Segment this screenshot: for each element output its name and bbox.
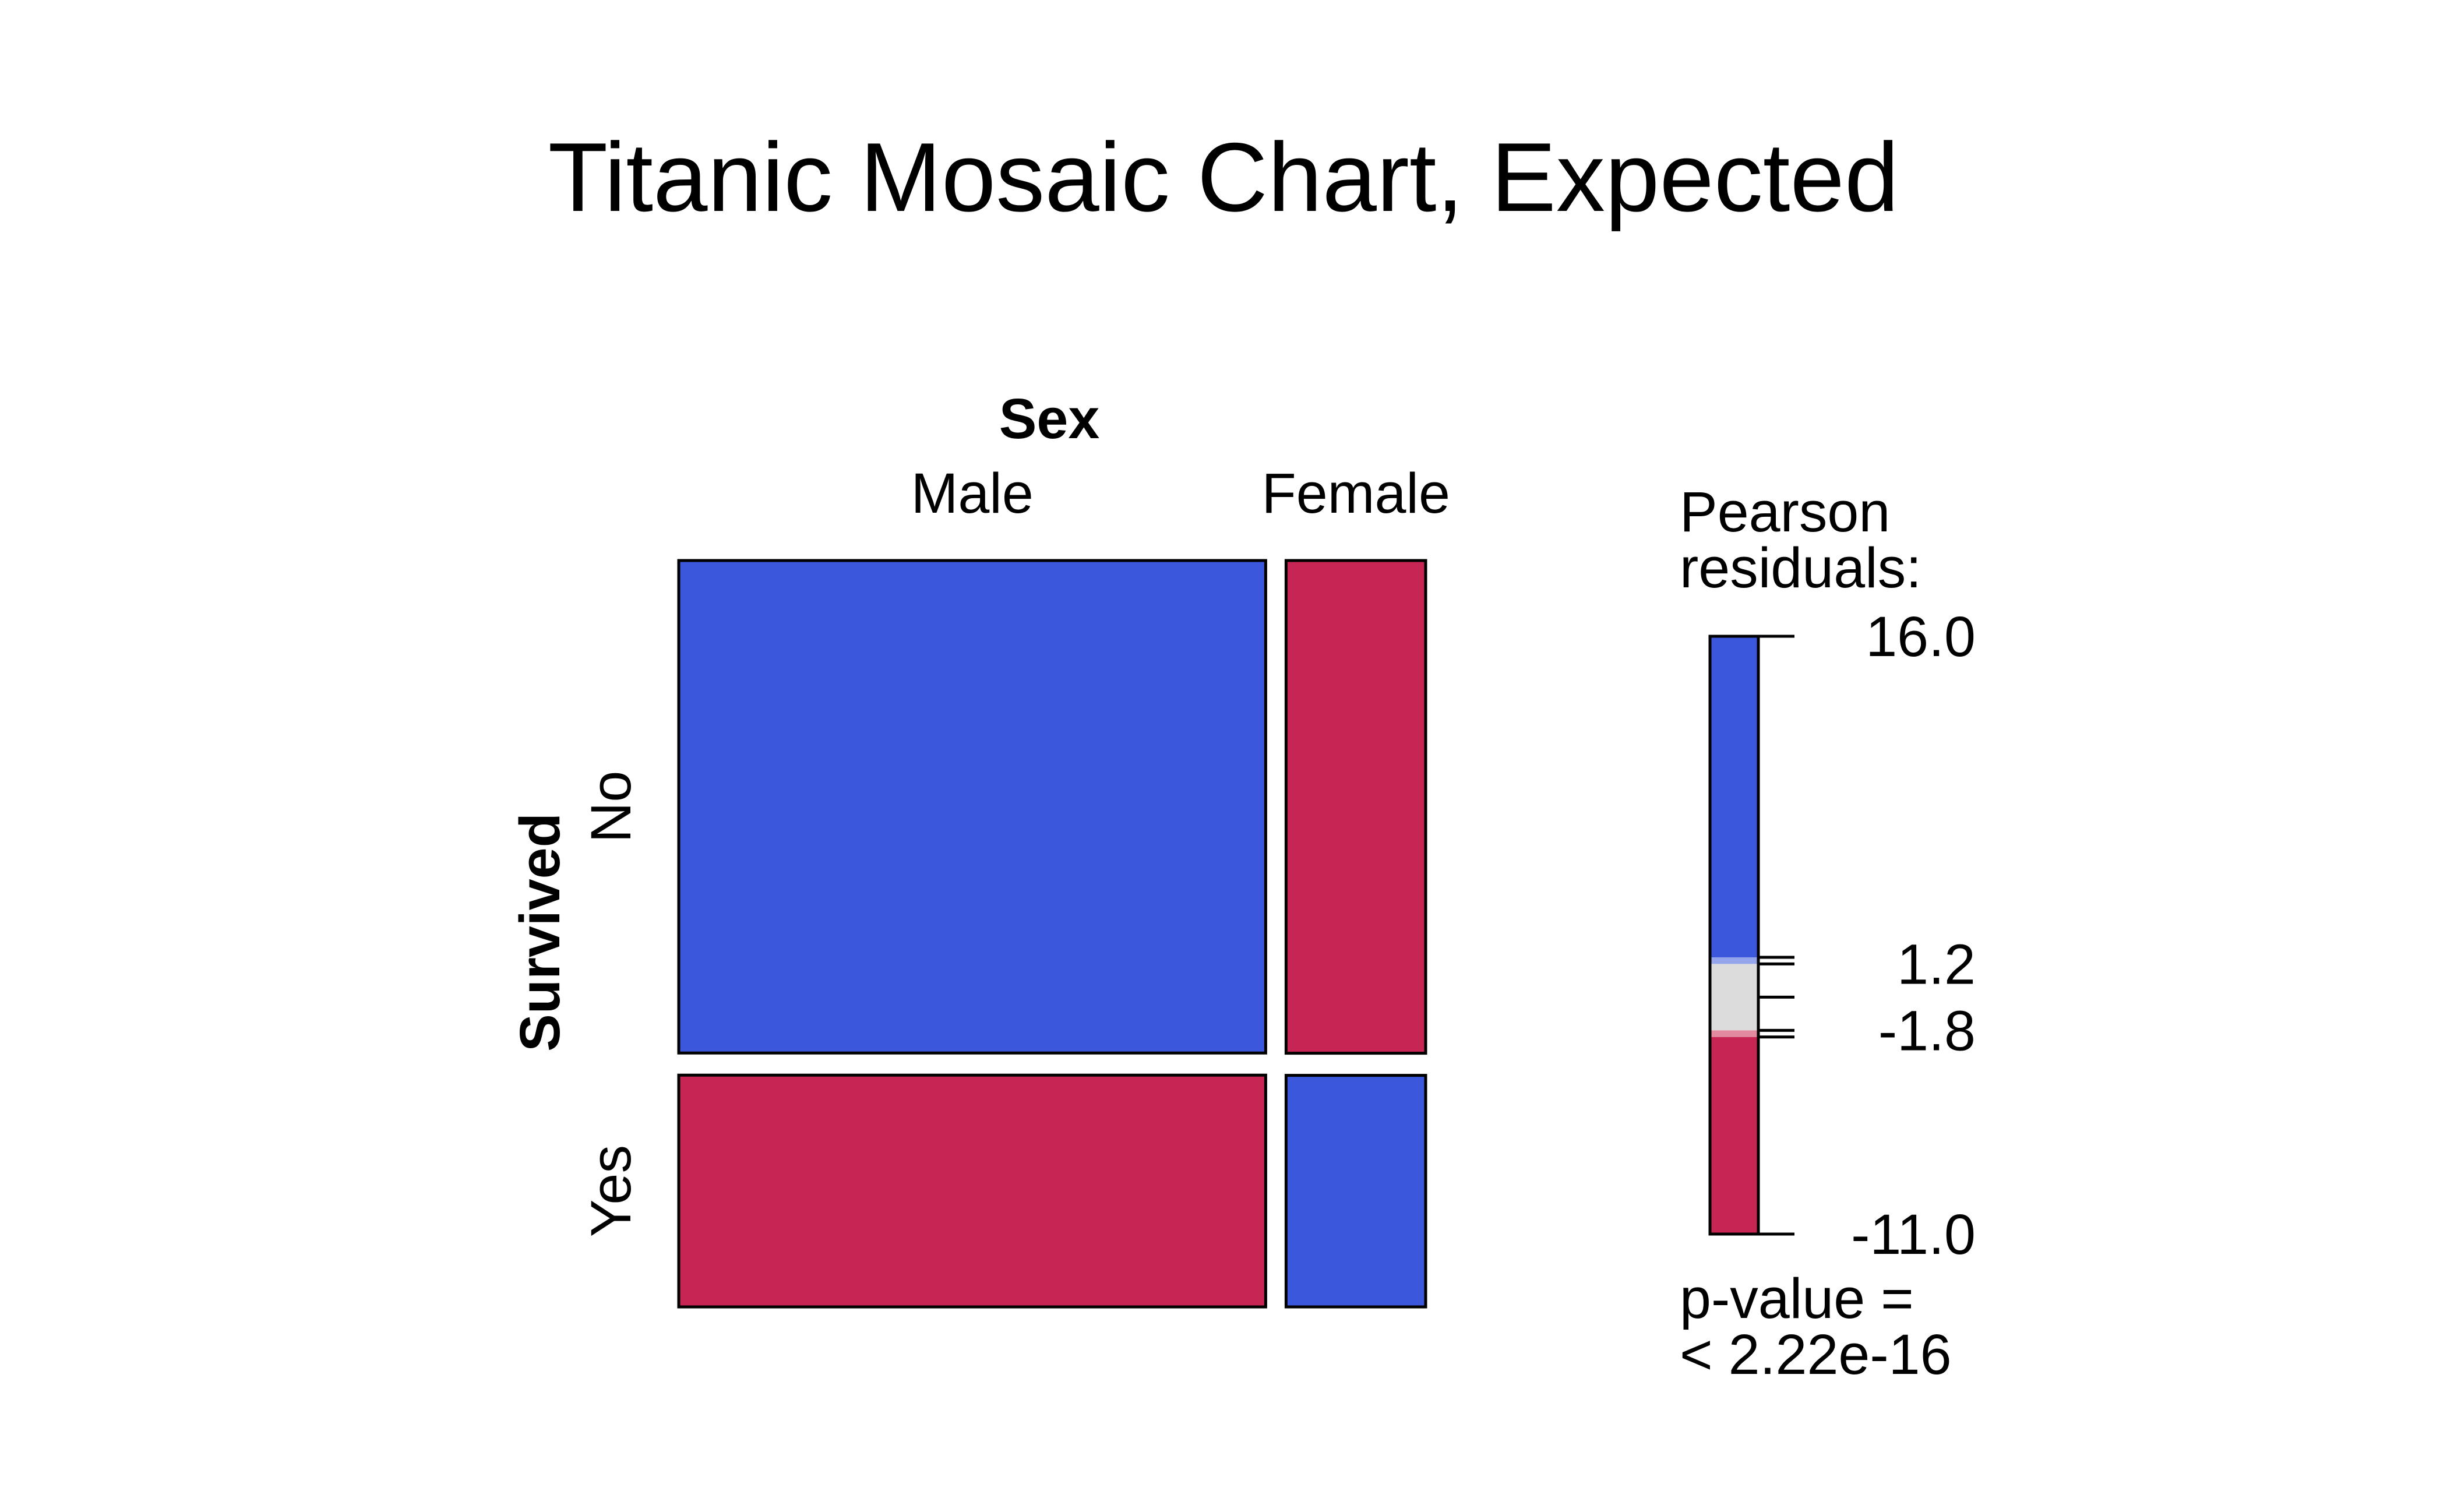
legend-tick-label-upper-cutoff: 1.2 (1897, 932, 1976, 996)
tile-female-no (1284, 559, 1427, 1055)
tile-female-yes (1284, 1074, 1427, 1309)
legend-tick-label-max: 16.0 (1866, 605, 1976, 668)
legend-band-negative-light (1710, 1030, 1758, 1037)
legend-bar-frame (1708, 635, 1760, 1236)
legend-band-negative (1710, 1037, 1758, 1234)
mosaic-tiles (677, 559, 1427, 1309)
row-variable-label: Survived (508, 813, 572, 1052)
legend-band-neutral (1710, 964, 1758, 1031)
chart-title: Titanic Mosaic Chart, Expected (548, 122, 1899, 232)
column-label-female: Female (1261, 461, 1450, 525)
row-label-yes: Yes (579, 1145, 643, 1237)
legend-ticks (1758, 635, 1794, 1236)
p-value-line2: < 2.22e-16 (1680, 1323, 1952, 1386)
column-label-male: Male (911, 461, 1034, 525)
legend-title-line1: Pearson (1680, 480, 1890, 544)
legend-tick-label-min: -11.0 (1851, 1203, 1976, 1266)
tile-male-no (677, 559, 1267, 1055)
legend-title-line2: residuals: (1680, 536, 1921, 600)
row-label-no: No (579, 771, 643, 843)
tile-male-yes (677, 1073, 1267, 1309)
legend-tick-label-lower-cutoff: -1.8 (1878, 999, 1976, 1062)
p-value-line1: p-value = (1680, 1267, 1914, 1330)
column-variable-label: Sex (999, 387, 1100, 450)
legend-band-positive-light (1710, 957, 1758, 964)
legend-band-positive (1710, 636, 1758, 957)
legend-color-bar (1708, 635, 1760, 1236)
